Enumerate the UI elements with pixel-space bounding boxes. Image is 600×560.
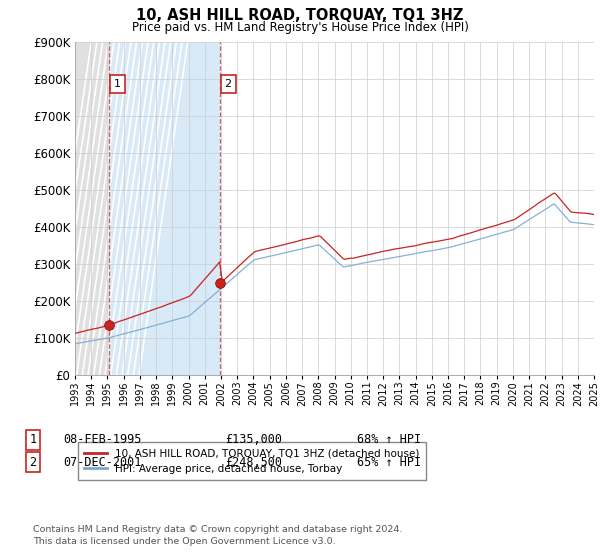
Text: 1: 1 <box>29 433 37 446</box>
Text: 08-FEB-1995: 08-FEB-1995 <box>63 433 142 446</box>
Text: 68% ↑ HPI: 68% ↑ HPI <box>357 433 421 446</box>
Bar <box>109 42 220 375</box>
Text: 07-DEC-2001: 07-DEC-2001 <box>63 455 142 469</box>
Text: 1: 1 <box>114 78 121 88</box>
Text: 65% ↑ HPI: 65% ↑ HPI <box>357 455 421 469</box>
Text: Price paid vs. HM Land Registry's House Price Index (HPI): Price paid vs. HM Land Registry's House … <box>131 21 469 34</box>
Text: 10, ASH HILL ROAD, TORQUAY, TQ1 3HZ: 10, ASH HILL ROAD, TORQUAY, TQ1 3HZ <box>136 8 464 24</box>
Bar <box>75 42 109 375</box>
Text: £135,000: £135,000 <box>225 433 282 446</box>
Legend: 10, ASH HILL ROAD, TORQUAY, TQ1 3HZ (detached house), HPI: Average price, detach: 10, ASH HILL ROAD, TORQUAY, TQ1 3HZ (det… <box>77 442 426 480</box>
Text: £248,500: £248,500 <box>225 455 282 469</box>
Text: 2: 2 <box>29 455 37 469</box>
Text: 2: 2 <box>224 78 232 88</box>
Text: Contains HM Land Registry data © Crown copyright and database right 2024.
This d: Contains HM Land Registry data © Crown c… <box>33 525 403 546</box>
